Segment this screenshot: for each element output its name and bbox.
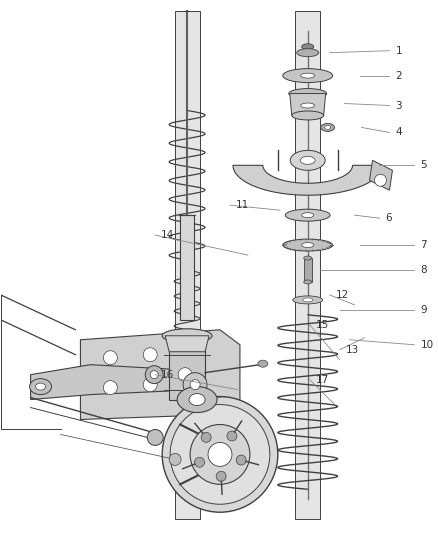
- Ellipse shape: [285, 209, 330, 221]
- Ellipse shape: [302, 243, 314, 247]
- Polygon shape: [81, 330, 240, 419]
- Circle shape: [169, 454, 181, 465]
- Ellipse shape: [325, 125, 331, 130]
- Text: 12: 12: [336, 290, 349, 300]
- Polygon shape: [233, 165, 382, 195]
- Circle shape: [374, 174, 386, 186]
- Text: 1: 1: [396, 46, 402, 55]
- Ellipse shape: [302, 44, 314, 50]
- Circle shape: [143, 348, 157, 362]
- Ellipse shape: [162, 329, 212, 343]
- Ellipse shape: [30, 378, 52, 394]
- Ellipse shape: [35, 383, 46, 390]
- Text: 14: 14: [161, 230, 174, 240]
- Ellipse shape: [321, 124, 335, 132]
- Polygon shape: [165, 336, 209, 352]
- Ellipse shape: [292, 111, 324, 120]
- Circle shape: [190, 424, 250, 484]
- Text: 6: 6: [385, 213, 392, 223]
- Polygon shape: [175, 11, 200, 519]
- Ellipse shape: [293, 296, 323, 304]
- Polygon shape: [31, 365, 200, 400]
- Ellipse shape: [304, 280, 312, 284]
- Ellipse shape: [283, 69, 332, 83]
- Ellipse shape: [303, 298, 313, 302]
- Circle shape: [162, 397, 278, 512]
- Circle shape: [183, 373, 207, 397]
- Text: 3: 3: [396, 101, 402, 110]
- Circle shape: [178, 368, 192, 382]
- Ellipse shape: [297, 49, 319, 56]
- Circle shape: [103, 351, 117, 365]
- Ellipse shape: [290, 150, 325, 171]
- Text: 2: 2: [396, 70, 402, 80]
- Circle shape: [216, 471, 226, 481]
- Polygon shape: [370, 160, 392, 190]
- Text: 10: 10: [420, 340, 434, 350]
- Ellipse shape: [300, 156, 315, 164]
- Text: 11: 11: [236, 200, 249, 210]
- Ellipse shape: [283, 239, 332, 251]
- Text: 4: 4: [396, 127, 402, 138]
- Text: 16: 16: [161, 370, 174, 379]
- Polygon shape: [169, 345, 205, 400]
- Circle shape: [143, 378, 157, 392]
- Ellipse shape: [177, 386, 217, 413]
- Text: 15: 15: [316, 320, 329, 330]
- Circle shape: [103, 381, 117, 394]
- Text: 8: 8: [420, 265, 427, 275]
- Circle shape: [227, 431, 237, 441]
- Polygon shape: [304, 258, 312, 282]
- Text: 17: 17: [316, 375, 329, 385]
- Ellipse shape: [301, 103, 314, 108]
- Circle shape: [236, 455, 246, 465]
- Text: 13: 13: [346, 345, 359, 355]
- Ellipse shape: [304, 256, 312, 260]
- Polygon shape: [295, 11, 320, 519]
- Circle shape: [147, 430, 163, 446]
- Polygon shape: [290, 94, 326, 116]
- Circle shape: [150, 370, 158, 378]
- Text: 5: 5: [420, 160, 427, 171]
- Polygon shape: [180, 215, 194, 320]
- Circle shape: [170, 405, 270, 504]
- Text: 7: 7: [420, 240, 427, 250]
- Circle shape: [194, 457, 205, 467]
- Circle shape: [208, 442, 232, 466]
- Ellipse shape: [189, 393, 205, 406]
- Ellipse shape: [289, 88, 327, 99]
- Circle shape: [190, 379, 200, 390]
- Text: 9: 9: [420, 305, 427, 315]
- Ellipse shape: [301, 73, 314, 78]
- Ellipse shape: [302, 213, 314, 217]
- Circle shape: [145, 366, 163, 384]
- Circle shape: [201, 432, 211, 442]
- Ellipse shape: [258, 360, 268, 367]
